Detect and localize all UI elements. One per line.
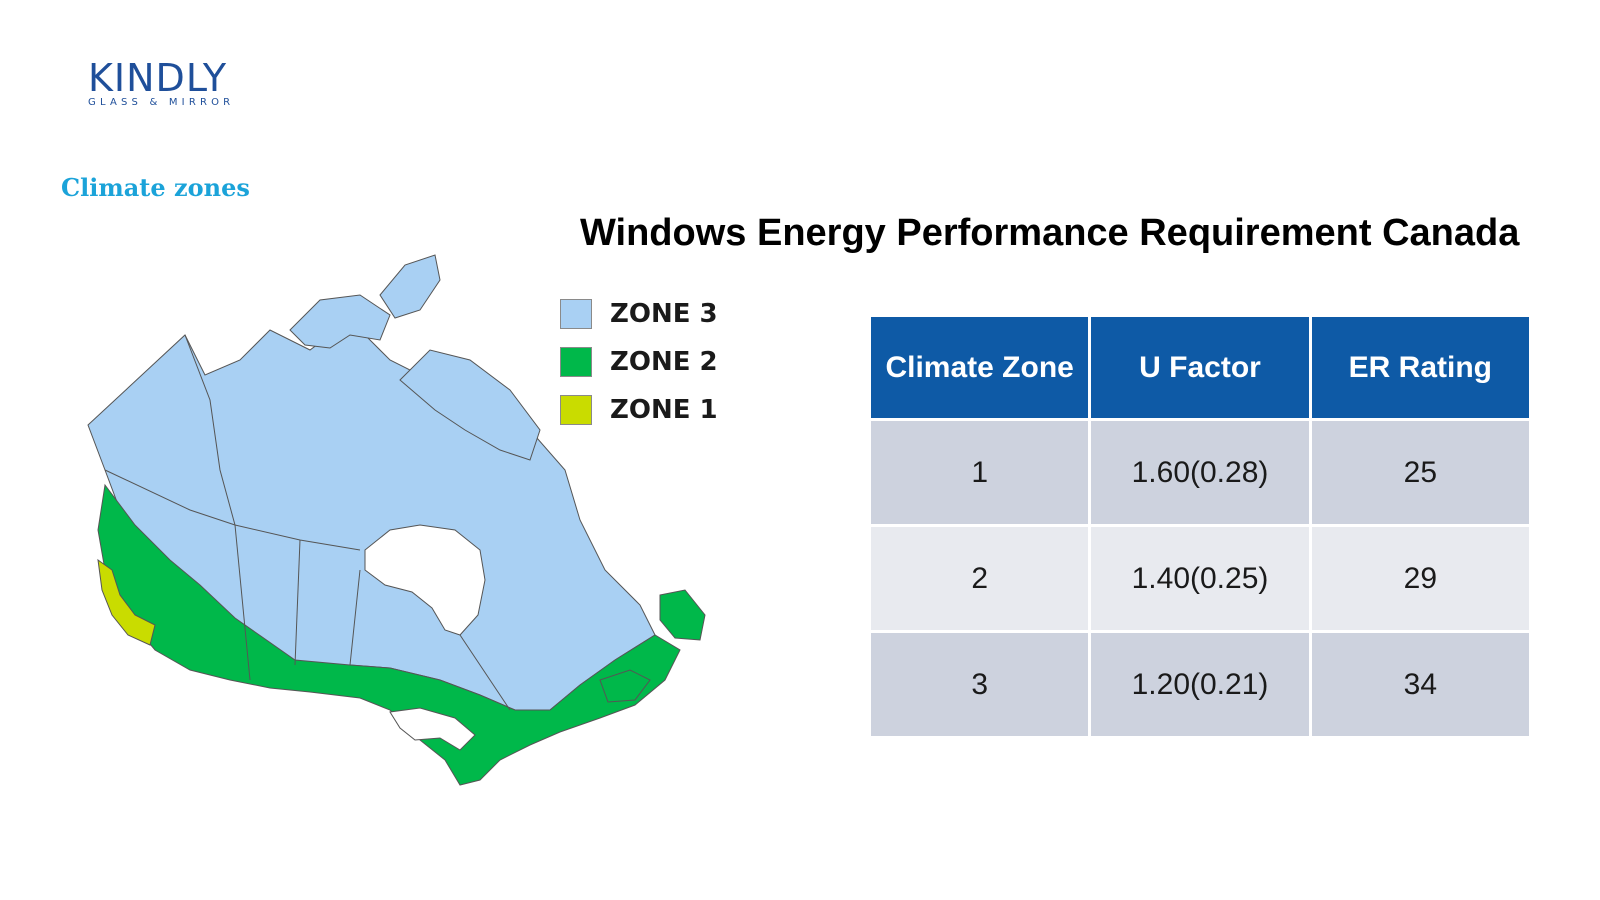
zone1-region xyxy=(97,558,156,646)
legend-item-zone3: ZONE 3 xyxy=(560,290,718,338)
cell-er-rating: 25 xyxy=(1311,421,1529,524)
arctic-islands xyxy=(289,294,391,349)
cell-climate-zone: 2 xyxy=(871,527,1089,630)
great-lakes xyxy=(389,707,476,751)
legend-label-zone1: ZONE 1 xyxy=(610,395,718,425)
nova-scotia xyxy=(599,669,651,703)
table-row: 1 1.60(0.28) 25 xyxy=(871,421,1529,524)
table-header-row: Climate Zone U Factor ER Rating xyxy=(871,317,1529,418)
canada-map-illustration xyxy=(87,254,706,786)
map-heading: Climate zones xyxy=(61,173,250,202)
logo-wordmark: KINDLY xyxy=(88,56,228,100)
legend-swatch-zone3 xyxy=(560,299,592,329)
province-borders xyxy=(104,334,511,711)
cell-climate-zone: 1 xyxy=(871,421,1089,524)
legend-swatch-zone1 xyxy=(560,395,592,425)
logo-subtitle: GLASS & MIRROR xyxy=(88,97,235,108)
table-row: 3 1.20(0.21) 34 xyxy=(871,633,1529,736)
legend-swatch-zone2 xyxy=(560,347,592,377)
cell-climate-zone: 3 xyxy=(871,633,1089,736)
legend-label-zone2: ZONE 2 xyxy=(610,347,718,377)
ellesmere-island xyxy=(379,254,441,319)
legend-label-zone3: ZONE 3 xyxy=(610,299,718,329)
legend-item-zone1: ZONE 1 xyxy=(560,386,718,434)
legend-item-zone2: ZONE 2 xyxy=(560,338,718,386)
cell-u-factor: 1.60(0.28) xyxy=(1091,421,1309,524)
cell-er-rating: 34 xyxy=(1311,633,1529,736)
baffin-island xyxy=(399,349,541,461)
table-row: 2 1.40(0.25) 29 xyxy=(871,527,1529,630)
canada-climate-map xyxy=(60,240,760,820)
header-er-rating: ER Rating xyxy=(1311,317,1529,418)
header-climate-zone: Climate Zone xyxy=(871,317,1089,418)
hudson-bay xyxy=(364,524,486,636)
map-legend: ZONE 3 ZONE 2 ZONE 1 xyxy=(560,290,718,434)
company-logo: KINDLY GLASS & MIRROR xyxy=(88,58,248,108)
cell-u-factor: 1.20(0.21) xyxy=(1091,633,1309,736)
cell-er-rating: 29 xyxy=(1311,527,1529,630)
cell-u-factor: 1.40(0.25) xyxy=(1091,527,1309,630)
energy-performance-table: Climate Zone U Factor ER Rating 1 1.60(0… xyxy=(868,314,1532,739)
header-u-factor: U Factor xyxy=(1091,317,1309,418)
page-title: Windows Energy Performance Requirement C… xyxy=(580,212,1520,254)
atlantic-provinces xyxy=(659,589,706,641)
